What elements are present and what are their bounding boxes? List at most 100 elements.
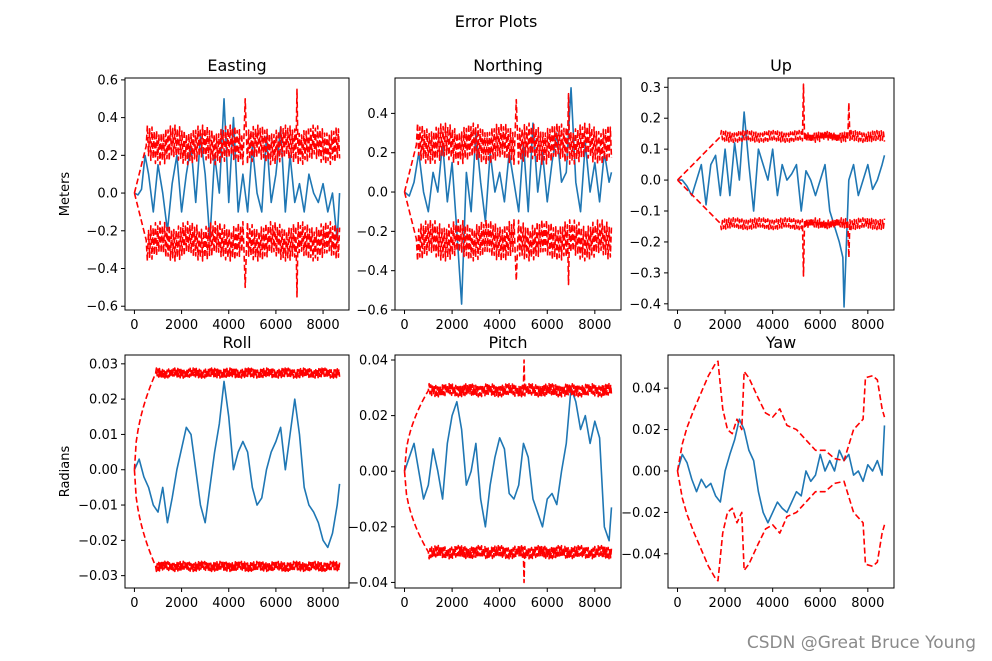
y-tick-label: −0.02 — [78, 534, 118, 549]
x-tick-label: 2000 — [709, 596, 742, 611]
bound-line-northing-lower — [403, 191, 613, 286]
y-tick-label: −0.1 — [629, 205, 661, 220]
y-tick-label: 0.02 — [359, 409, 388, 424]
y-axis-label-easting: Meters — [58, 172, 73, 217]
subplot-roll: 0 2000 4000 6000 8000 −0.03 −0.02 −0.01 0.00 0.01… — [58, 333, 350, 611]
subplot-title-easting: Easting — [207, 56, 266, 75]
x-tick-label: 8000 — [307, 318, 340, 333]
x-tick-label: 2000 — [165, 596, 198, 611]
y-tick-label: −0.6 — [86, 300, 118, 315]
y-tick-label: 0.0 — [97, 187, 118, 202]
x-tick-label: 8000 — [578, 318, 611, 333]
x-tick-label: 4000 — [212, 596, 245, 611]
x-tick-label: 0 — [673, 318, 681, 333]
x-tick-label: 6000 — [804, 318, 837, 333]
y-tick-label: −0.01 — [78, 499, 118, 514]
error-line-roll — [133, 380, 341, 549]
x-tick-label: 0 — [130, 596, 138, 611]
x-tick-label: 8000 — [307, 596, 340, 611]
x-tick-label: 0 — [400, 596, 408, 611]
error-line-up — [677, 111, 886, 308]
subplot-up: 0 2000 4000 6000 8000 −0.4 −0.3 −0.2 −0.1 0.0 0.1 0… — [629, 56, 895, 333]
y-tick-label: 0.04 — [632, 382, 661, 397]
axes-frame-easting — [124, 77, 350, 311]
error-line-yaw — [676, 418, 886, 524]
x-tick-label: 0 — [400, 318, 408, 333]
series-group-easting — [133, 88, 341, 298]
x-tick-label: 8000 — [578, 596, 611, 611]
subplot-northing: 0 2000 4000 6000 8000 −0.6 −0.4 −0.2 0.0 0.2 0.4 No… — [356, 56, 622, 333]
bound-line-pitch-lower — [403, 471, 613, 584]
series-group-yaw — [676, 360, 886, 582]
y-tick-label: 0.2 — [640, 112, 661, 127]
y-tick-label: 0.00 — [632, 464, 661, 479]
bound-line-pitch-upper — [403, 359, 613, 472]
x-tick-label: 2000 — [436, 596, 469, 611]
x-tick-label: 6000 — [259, 596, 292, 611]
x-tick-label: 4000 — [483, 596, 516, 611]
axes-frame-up — [667, 77, 895, 311]
y-tick-label: 0.00 — [89, 463, 118, 478]
y-tick-label: 0.2 — [367, 146, 388, 161]
subplot-grid: 0 2000 4000 6000 8000 −0.6 −0.4 −0.2 0.0 0.2 0.4 0.… — [58, 56, 895, 611]
x-tick-label: 4000 — [483, 318, 516, 333]
bound-line-up-upper — [676, 83, 886, 181]
x-tick-label: 2000 — [165, 318, 198, 333]
x-tick-label: 4000 — [212, 318, 245, 333]
y-tick-label: 0.03 — [89, 357, 118, 372]
y-tick-label: 0.2 — [97, 149, 118, 164]
error-line-northing — [404, 87, 613, 305]
subplot-title-roll: Roll — [222, 333, 251, 352]
watermark-text: CSDN @Great Bruce Young — [747, 633, 976, 653]
bound-line-yaw-upper — [676, 360, 886, 472]
y-tick-label: −0.03 — [78, 569, 118, 584]
subplot-title-up: Up — [770, 56, 792, 75]
y-tick-label: 0.3 — [640, 81, 661, 96]
x-tick-label: 4000 — [756, 318, 789, 333]
bound-line-roll-upper — [133, 367, 341, 470]
y-tick-label: 0.0 — [367, 186, 388, 201]
axes-frame-roll — [124, 354, 350, 589]
y-axis-label-roll: Radians — [58, 445, 73, 497]
y-tick-label: 0.1 — [640, 143, 661, 158]
subplot-title-northing: Northing — [473, 56, 543, 75]
bound-line-easting-lower — [133, 192, 341, 298]
x-tick-label: 4000 — [756, 596, 789, 611]
x-tick-label: 6000 — [804, 596, 837, 611]
axes-frame-yaw — [667, 354, 895, 589]
y-tick-label: 0.01 — [89, 428, 118, 443]
x-tick-label: 6000 — [531, 596, 564, 611]
y-tick-label: −0.02 — [348, 520, 388, 535]
y-tick-label: −0.04 — [348, 576, 388, 591]
x-tick-label: 8000 — [851, 318, 884, 333]
bound-line-up-lower — [676, 179, 886, 277]
y-tick-label: −0.4 — [86, 262, 118, 277]
subplot-title-pitch: Pitch — [489, 333, 528, 352]
y-tick-label: 0.0 — [640, 174, 661, 189]
y-tick-label: −0.02 — [621, 506, 661, 521]
subplot-title-yaw: Yaw — [765, 333, 796, 352]
y-tick-label: 0.6 — [97, 73, 118, 88]
x-tick-label: 2000 — [709, 318, 742, 333]
series-group-roll — [133, 367, 341, 573]
y-tick-label: 0.4 — [367, 107, 388, 122]
x-tick-label: 0 — [673, 596, 681, 611]
y-tick-label: −0.2 — [356, 225, 388, 240]
x-tick-label: 6000 — [259, 318, 292, 333]
y-tick-label: 0.02 — [89, 393, 118, 408]
y-tick-label: −0.4 — [629, 297, 661, 312]
error-line-easting — [134, 97, 341, 242]
error-line-pitch — [403, 387, 613, 542]
y-tick-label: 0.04 — [359, 354, 388, 369]
bound-line-northing-upper — [403, 92, 613, 193]
x-tick-label: 2000 — [436, 318, 469, 333]
bound-line-easting-upper — [133, 88, 341, 194]
bound-line-roll-lower — [133, 469, 341, 573]
axes-frame-northing — [394, 77, 622, 311]
figure-suptitle: Error Plots — [455, 12, 538, 31]
y-tick-label: −0.3 — [629, 266, 661, 281]
series-group-up — [676, 83, 886, 308]
series-group-pitch — [403, 359, 613, 584]
y-tick-label: 0.02 — [632, 423, 661, 438]
y-tick-label: −0.4 — [356, 264, 388, 279]
